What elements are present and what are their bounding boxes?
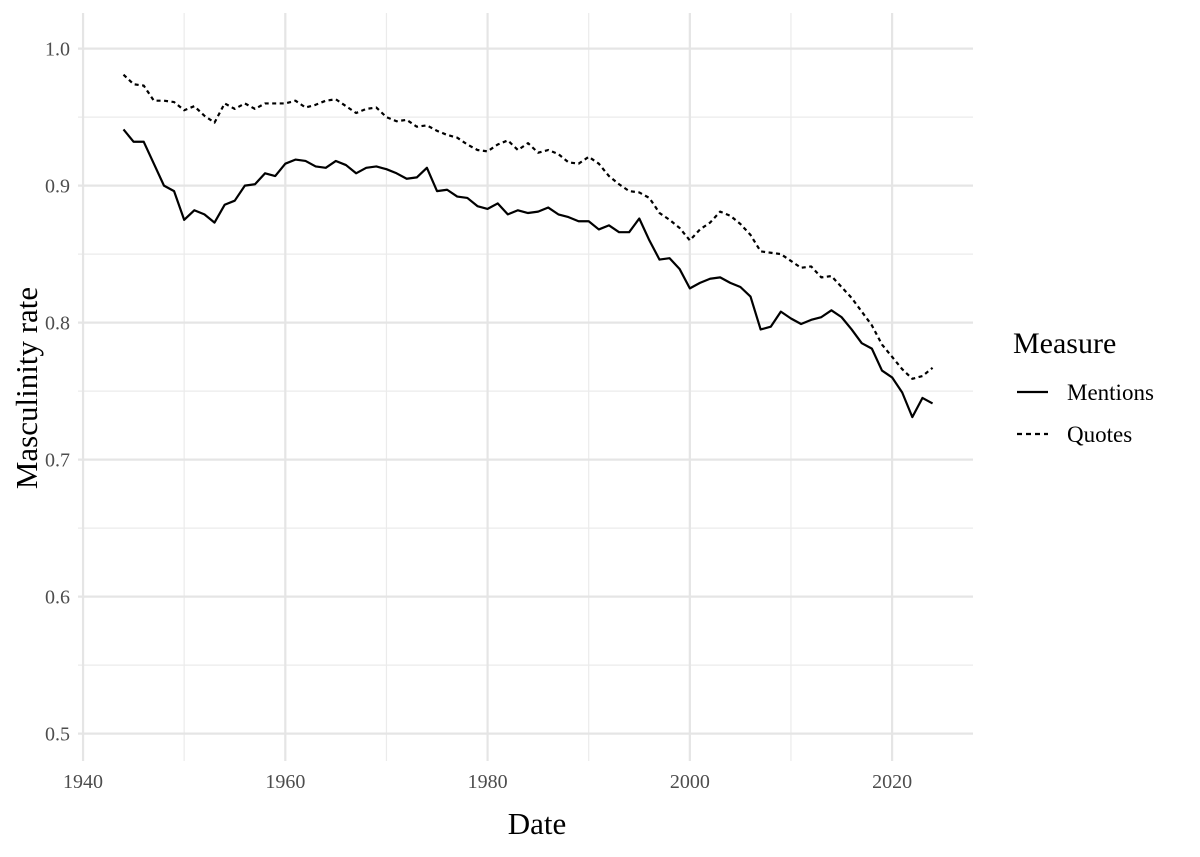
series-layer — [122, 73, 934, 419]
x-tick-label: 1940 — [63, 771, 103, 793]
y-axis-ticks: 0.5 0.6 0.7 0.8 0.9 1.0 — [45, 39, 70, 746]
legend-label-quotes: Quotes — [1067, 422, 1132, 447]
x-axis-title: Date — [508, 806, 567, 841]
y-axis-title: Masculinity rate — [9, 287, 44, 489]
y-tick-label: 0.5 — [45, 724, 70, 746]
x-tick-label: 2020 — [872, 771, 912, 793]
major-gridlines — [78, 13, 973, 761]
legend-title: Measure — [1013, 327, 1116, 360]
x-tick-label: 1960 — [265, 771, 305, 793]
x-tick-label: 2000 — [670, 771, 710, 793]
y-tick-label: 0.7 — [45, 450, 70, 472]
series-line-quotes — [122, 73, 934, 380]
y-tick-label: 0.6 — [45, 587, 70, 609]
x-axis-ticks: 1940 1960 1980 2000 2020 — [63, 771, 912, 793]
y-tick-label: 0.9 — [45, 176, 70, 198]
y-tick-label: 0.8 — [45, 313, 70, 335]
y-tick-label: 1.0 — [45, 39, 70, 61]
legend-label-mentions: Mentions — [1067, 380, 1154, 405]
legend: Measure Mentions Quotes — [1013, 327, 1154, 447]
series-line-mentions — [122, 128, 934, 419]
minor-gridlines — [78, 13, 973, 761]
x-tick-label: 1980 — [468, 771, 508, 793]
